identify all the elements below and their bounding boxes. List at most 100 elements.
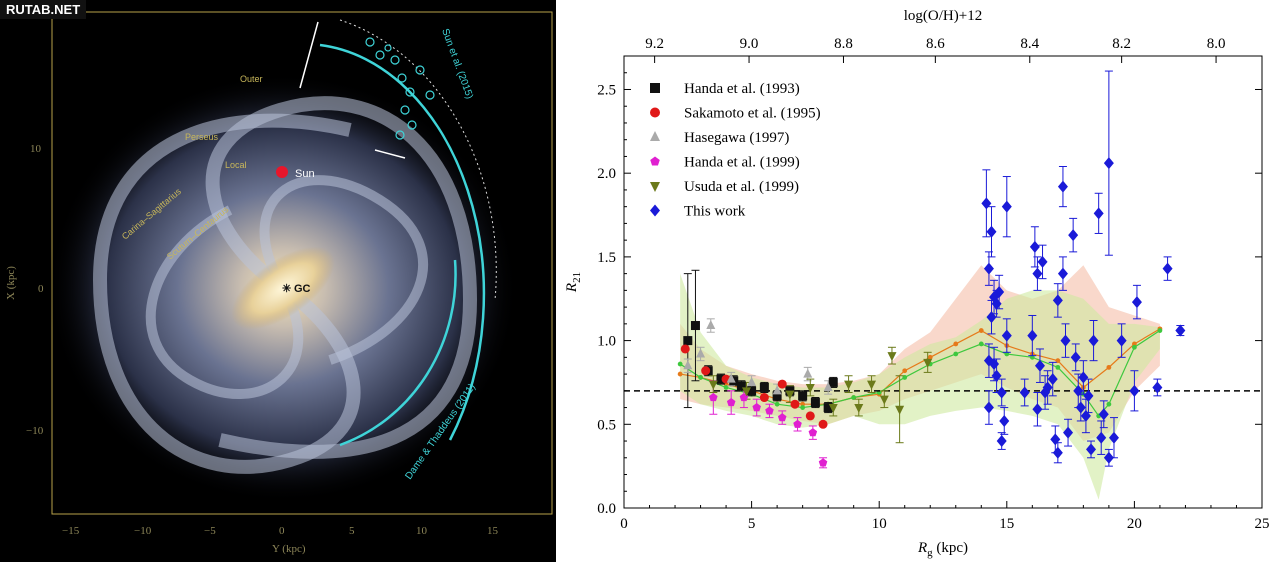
data-point <box>785 390 795 400</box>
data-point <box>854 404 864 414</box>
r21-plot-panel: 0 5 10 15 20 25 0.0 0.5 1.0 1.5 2.0 2.5 9.2 9.0 8.8 8.6… <box>556 0 1280 564</box>
model-point <box>953 351 959 357</box>
sightline-2 <box>374 149 406 159</box>
data-point <box>1047 373 1058 386</box>
model-point <box>1055 364 1061 370</box>
top-tick-label: 8.2 <box>1112 36 1131 52</box>
data-point <box>1086 443 1097 456</box>
data-point <box>1098 408 1109 421</box>
legend-marker <box>650 156 660 166</box>
data-point <box>1103 451 1114 464</box>
gc-star: ✳ <box>282 283 291 295</box>
gy-tick: −10 <box>26 425 44 437</box>
data-point <box>986 311 997 324</box>
data-point <box>1131 296 1142 309</box>
data-point <box>1073 384 1084 397</box>
data-point <box>765 406 774 415</box>
model-point <box>978 328 984 333</box>
local-arm-label: Local <box>225 160 247 170</box>
data-point <box>736 381 746 391</box>
model-point <box>1157 328 1163 333</box>
data-point <box>999 414 1010 427</box>
data-point <box>1001 329 1012 342</box>
dame-arc <box>339 259 457 447</box>
data-point <box>706 320 716 330</box>
legend-marker <box>650 83 660 93</box>
outer-dotted-arc <box>339 19 497 301</box>
data-point <box>793 419 802 428</box>
model-point <box>902 368 908 374</box>
model-point <box>1106 364 1112 370</box>
model-point <box>800 405 806 410</box>
legend-marker <box>650 204 660 217</box>
sightline-1 <box>299 21 319 89</box>
data-point <box>772 391 782 401</box>
data-point <box>1032 267 1043 280</box>
data-point <box>805 411 815 421</box>
data-point <box>1083 389 1094 402</box>
outer-arm-label: Outer <box>240 74 263 84</box>
data-point <box>986 225 997 238</box>
plot-frame <box>623 55 1263 509</box>
x-axis-label-sub: g <box>927 547 933 559</box>
data-point <box>989 358 1000 371</box>
data-point <box>696 348 706 358</box>
gx-tick: 15 <box>487 525 499 537</box>
legend-label: Handa et al. (1993) <box>684 81 800 97</box>
legend: Handa et al. (1993) Sakamoto et al. (1995… <box>650 81 821 220</box>
legend-label: Handa et al. (1999) <box>684 155 800 171</box>
data-point <box>1019 386 1030 399</box>
legend-label: Usuda et al. (1999) <box>684 179 799 195</box>
top-tick-label: 8.0 <box>1207 36 1226 52</box>
data-point <box>1088 334 1099 347</box>
data-point <box>996 386 1007 399</box>
data-point <box>1108 431 1119 444</box>
data-point <box>1068 229 1079 242</box>
data-point <box>1037 255 1048 268</box>
data-point <box>716 374 726 384</box>
model-point <box>677 371 683 377</box>
data-point <box>828 377 838 387</box>
data-point <box>808 428 818 437</box>
data-point <box>1080 409 1091 422</box>
y-tick-label: 1.0 <box>597 334 616 350</box>
y-tick-label: 2.0 <box>597 166 616 182</box>
galaxy-ylabel: X (kpc) <box>5 266 17 300</box>
data-point <box>709 393 718 402</box>
data-point <box>844 380 854 390</box>
data-point <box>1078 371 1089 384</box>
data-point <box>991 369 1002 382</box>
data-point <box>759 393 769 403</box>
data-point <box>1093 207 1104 220</box>
gy-tick: 10 <box>30 143 42 155</box>
data-point <box>1162 262 1173 275</box>
data-point <box>777 379 787 389</box>
x-tick-label: 10 <box>872 516 887 532</box>
data-point <box>887 352 897 362</box>
data-point <box>777 413 787 422</box>
data-point <box>803 368 813 378</box>
data-point <box>726 398 736 407</box>
model-point <box>927 354 933 360</box>
data-point <box>991 297 1002 310</box>
data-point <box>1027 329 1038 342</box>
data-point <box>752 403 761 412</box>
data-point <box>759 382 769 392</box>
y-axis-label-main: R <box>564 283 580 293</box>
y-tick-label: 2.5 <box>597 82 616 98</box>
legend-label: Sakamoto et al. (1995) <box>684 106 821 122</box>
sun2015-arc <box>319 43 486 441</box>
data-point <box>708 380 718 390</box>
data-point <box>798 391 808 401</box>
data-point <box>1152 381 1163 394</box>
x-tick-label: 20 <box>1127 516 1142 532</box>
galaxy-xlabel: Y (kpc) <box>272 543 306 555</box>
model-point <box>978 341 984 347</box>
data-point <box>741 387 751 397</box>
data-point <box>994 286 1005 299</box>
sun-marker <box>276 166 288 178</box>
legend-marker <box>650 107 660 118</box>
data-point <box>989 291 1000 304</box>
data-point <box>923 358 933 368</box>
data-point <box>823 403 833 413</box>
